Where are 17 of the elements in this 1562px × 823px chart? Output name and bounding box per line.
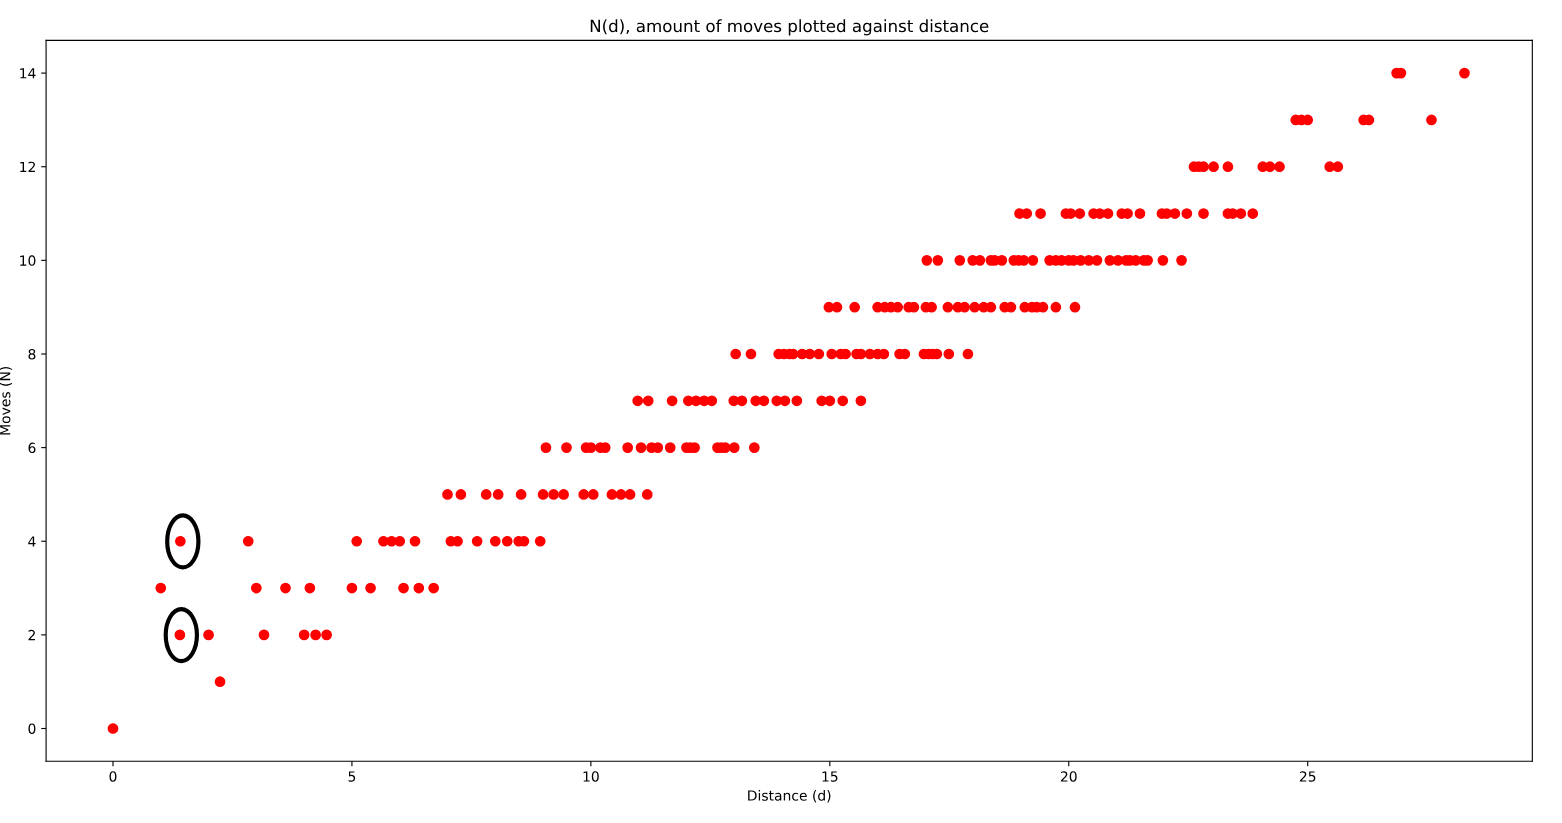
- y-tick-label: 12: [20, 161, 35, 172]
- x-tick-label: 15: [822, 771, 838, 782]
- x-tick-label: 25: [1299, 771, 1316, 782]
- x-tick-label: 0: [109, 771, 117, 782]
- x-tick-label: 5: [348, 771, 356, 782]
- y-tick-label: 2: [28, 629, 35, 641]
- y-tick-label: 0: [28, 723, 36, 734]
- x-tick-label: 10: [583, 771, 599, 782]
- chart-title: N(d), amount of moves plotted against distance: [590, 19, 989, 36]
- y-tick-label: 10: [20, 255, 36, 266]
- x-tick-label: 20: [1060, 771, 1077, 782]
- y-tick-label: 8: [28, 348, 36, 360]
- y-tick-label: 14: [20, 68, 36, 79]
- y-tick-label: 6: [28, 442, 36, 454]
- y-axis-title: Moves (N): [0, 366, 13, 435]
- y-tick-label: 4: [28, 536, 36, 547]
- x-axis-title: Distance (d): [748, 789, 831, 803]
